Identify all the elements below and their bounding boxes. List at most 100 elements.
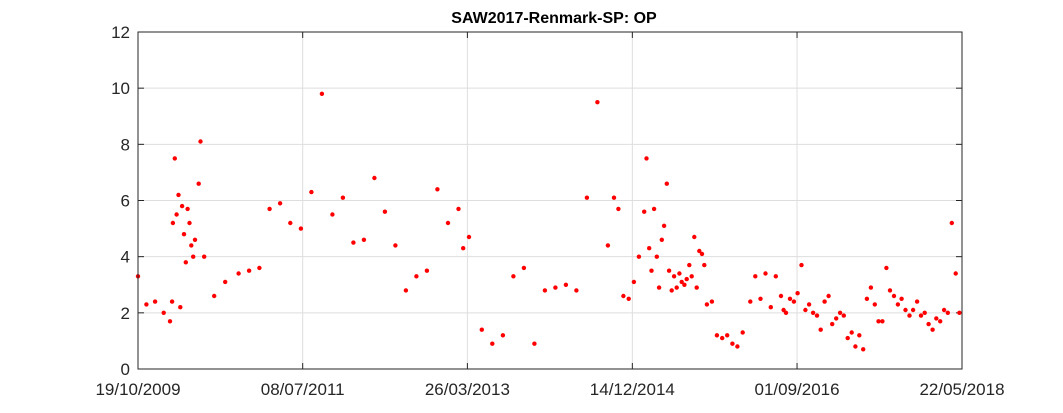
data-point bbox=[196, 181, 201, 186]
data-point bbox=[684, 276, 689, 282]
data-point bbox=[677, 271, 682, 276]
data-point bbox=[191, 254, 196, 259]
data-point bbox=[795, 291, 800, 296]
data-point bbox=[277, 201, 283, 206]
data-point bbox=[669, 288, 674, 293]
y-tick-label: 0 bbox=[121, 360, 130, 379]
data-point bbox=[910, 307, 916, 313]
data-point bbox=[319, 91, 325, 97]
data-point bbox=[616, 206, 621, 212]
data-point bbox=[532, 341, 537, 346]
data-point bbox=[651, 206, 657, 212]
plot-frame bbox=[137, 31, 963, 370]
data-point bbox=[930, 327, 935, 332]
data-point bbox=[553, 285, 558, 290]
data-point bbox=[605, 243, 611, 248]
data-point bbox=[631, 279, 637, 285]
data-point bbox=[479, 327, 484, 332]
data-point bbox=[236, 271, 241, 276]
data-point bbox=[212, 293, 217, 299]
grid bbox=[137, 31, 963, 370]
data-point bbox=[884, 265, 889, 271]
data-point bbox=[611, 195, 617, 200]
data-point bbox=[687, 262, 692, 268]
data-point bbox=[181, 232, 187, 237]
data-point bbox=[748, 299, 753, 304]
data-point bbox=[822, 299, 827, 304]
data-point bbox=[298, 226, 304, 231]
data-point bbox=[172, 156, 177, 161]
data-point bbox=[414, 274, 419, 279]
data-point bbox=[899, 296, 904, 301]
data-point bbox=[903, 307, 908, 313]
data-point bbox=[945, 310, 950, 315]
data-point bbox=[810, 310, 816, 315]
data-point bbox=[814, 313, 820, 318]
data-point bbox=[192, 237, 198, 242]
data-point bbox=[179, 203, 185, 209]
x-tick-label: 26/03/2013 bbox=[425, 380, 510, 399]
x-tick-label: 19/10/2009 bbox=[95, 380, 180, 399]
data-point bbox=[787, 296, 793, 301]
data-point bbox=[861, 347, 866, 352]
chart-title: SAW2017-Renmark-SP: OP bbox=[451, 10, 657, 27]
data-point bbox=[361, 237, 367, 242]
data-points bbox=[135, 91, 962, 352]
data-point bbox=[895, 302, 901, 307]
data-point bbox=[202, 254, 207, 259]
data-point bbox=[791, 299, 797, 304]
data-point bbox=[837, 310, 843, 315]
data-point bbox=[288, 220, 293, 226]
data-point bbox=[372, 175, 377, 181]
data-point bbox=[584, 195, 590, 200]
data-point bbox=[692, 234, 697, 240]
data-point bbox=[891, 293, 897, 299]
data-point bbox=[563, 282, 569, 287]
data-point bbox=[649, 268, 654, 273]
data-point bbox=[309, 189, 314, 195]
data-point bbox=[957, 310, 962, 315]
data-point bbox=[768, 305, 773, 310]
data-point bbox=[753, 274, 758, 279]
data-point bbox=[907, 313, 912, 318]
data-point bbox=[461, 246, 466, 251]
data-point bbox=[664, 181, 669, 186]
data-point bbox=[783, 310, 789, 315]
data-point bbox=[758, 296, 763, 301]
data-point bbox=[689, 274, 694, 279]
data-point bbox=[953, 271, 958, 276]
data-point bbox=[178, 305, 183, 310]
data-point bbox=[857, 333, 862, 338]
data-point bbox=[773, 274, 778, 279]
data-point bbox=[595, 100, 600, 105]
data-point bbox=[183, 260, 188, 265]
data-point bbox=[490, 341, 495, 346]
data-point bbox=[574, 288, 579, 293]
data-point bbox=[949, 220, 954, 226]
axis-ticks: 0 2 4 6 8 10 12 19/10/2009 08/07/2011 26/03/2013 1… bbox=[95, 23, 1004, 399]
data-point bbox=[403, 288, 409, 293]
x-tick-label: 22/05/2018 bbox=[919, 380, 1004, 399]
data-point bbox=[246, 268, 252, 273]
data-point bbox=[849, 330, 854, 335]
data-point bbox=[806, 302, 812, 307]
data-point bbox=[853, 344, 858, 349]
data-point bbox=[170, 220, 176, 226]
data-point bbox=[424, 268, 430, 273]
y-tick-label: 6 bbox=[121, 192, 130, 211]
data-point bbox=[864, 296, 870, 301]
data-point bbox=[876, 319, 881, 324]
data-point bbox=[621, 293, 626, 299]
data-point bbox=[682, 282, 687, 287]
data-point bbox=[868, 285, 874, 290]
data-point bbox=[679, 279, 684, 285]
data-point bbox=[656, 285, 662, 290]
data-point bbox=[730, 341, 735, 346]
data-point bbox=[704, 302, 710, 307]
data-point bbox=[887, 288, 893, 293]
data-point bbox=[841, 313, 846, 318]
data-point bbox=[709, 299, 715, 304]
data-point bbox=[626, 296, 631, 301]
data-point bbox=[918, 313, 924, 318]
